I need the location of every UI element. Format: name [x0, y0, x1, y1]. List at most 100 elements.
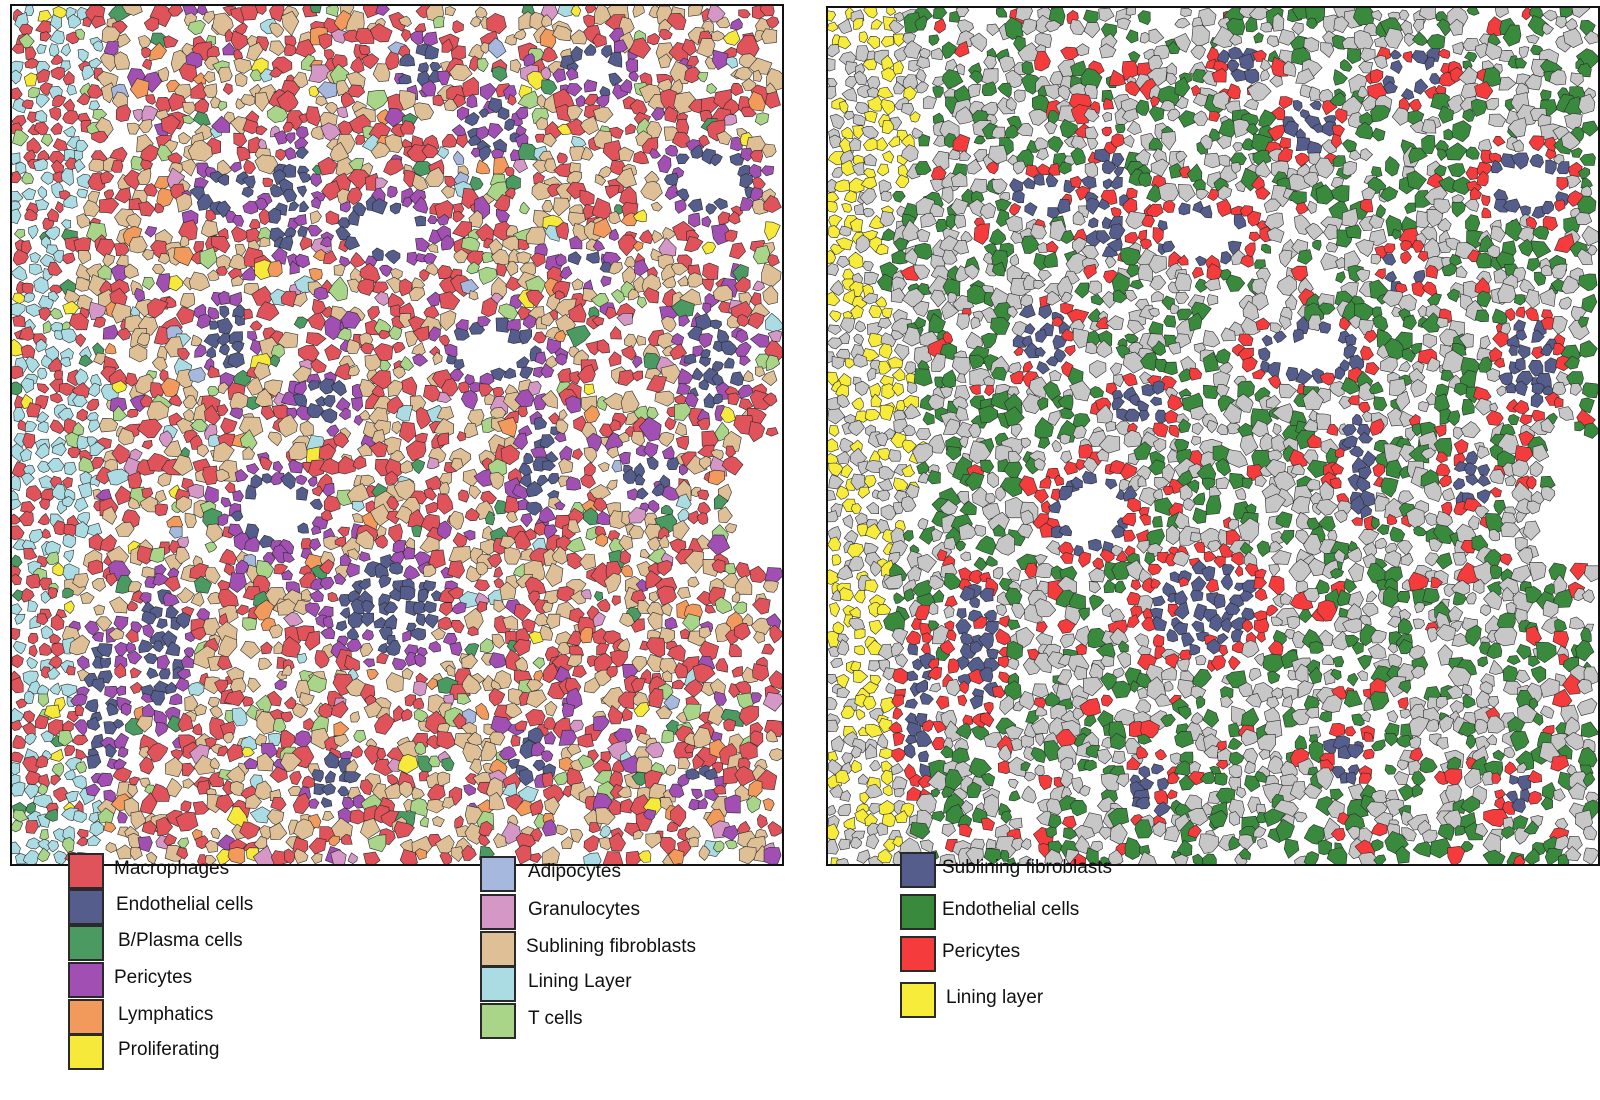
cell-polygon: [1125, 187, 1138, 200]
cell-polygon: [534, 351, 547, 365]
cell-polygon: [1335, 108, 1348, 124]
cell-polygon: [387, 774, 399, 786]
cell-polygon: [1353, 29, 1374, 50]
cell-polygon: [1267, 124, 1285, 142]
cell-polygon: [893, 81, 906, 95]
cell-polygon: [65, 665, 76, 676]
cell-polygon: [632, 6, 645, 18]
cell-polygon: [1022, 360, 1034, 373]
cell-polygon: [478, 820, 493, 837]
cell-polygon: [989, 228, 1007, 246]
cell-polygon: [364, 354, 383, 374]
cell-polygon: [1248, 231, 1262, 242]
cell-polygon: [1457, 65, 1478, 85]
cell-polygon: [305, 602, 321, 618]
cell-polygon: [504, 167, 515, 178]
cell-polygon: [207, 365, 220, 379]
cell-polygon: [901, 102, 915, 116]
cell-polygon: [391, 657, 407, 671]
cell-polygon: [320, 408, 338, 424]
cell-polygon: [361, 53, 380, 70]
cell-polygon: [163, 833, 177, 846]
cell-polygon: [1372, 463, 1386, 478]
cell-polygon: [637, 296, 648, 309]
cell-polygon: [299, 200, 310, 212]
cell-polygon: [681, 38, 697, 57]
cell-polygon: [383, 158, 405, 176]
cell-polygon: [1117, 17, 1131, 31]
cell-polygon: [956, 313, 970, 331]
cell-polygon: [437, 70, 451, 86]
cell-polygon: [460, 279, 480, 295]
cell-polygon: [643, 441, 659, 459]
cell-polygon: [49, 307, 64, 320]
cell-polygon: [621, 345, 637, 361]
cell-polygon: [1034, 32, 1052, 49]
cell-polygon: [1470, 98, 1488, 117]
cell-polygon: [62, 587, 74, 599]
cell-polygon: [115, 521, 135, 537]
cell-polygon: [1340, 59, 1353, 72]
cell-polygon: [762, 284, 779, 305]
cell-polygon: [1370, 254, 1382, 265]
cell-polygon: [876, 273, 893, 293]
cell-polygon: [12, 627, 21, 641]
cell-polygon: [114, 662, 127, 679]
cell-polygon: [1175, 291, 1190, 305]
cell-polygon: [543, 589, 559, 605]
cell-polygon: [234, 243, 247, 257]
cell-polygon: [449, 641, 463, 657]
cell-polygon: [347, 548, 360, 561]
cell-polygon: [654, 513, 678, 536]
cell-polygon: [675, 153, 690, 165]
cell-polygon: [688, 798, 701, 811]
cell-polygon: [152, 640, 164, 653]
cell-polygon: [64, 289, 81, 306]
cell-polygon: [1059, 118, 1079, 139]
cell-polygon: [513, 28, 527, 41]
cell-polygon: [175, 495, 193, 513]
cell-polygon: [349, 711, 360, 723]
cell-polygon: [175, 192, 193, 213]
cell-polygon: [1105, 421, 1117, 432]
cell-polygon: [919, 47, 931, 60]
cell-polygon: [828, 58, 836, 72]
cell-polygon: [514, 720, 528, 731]
cell-polygon: [320, 627, 336, 640]
cell-polygon: [92, 40, 104, 52]
cell-polygon: [1498, 372, 1513, 386]
cell-polygon: [105, 842, 118, 854]
cell-polygon: [1355, 121, 1374, 140]
cell-polygon: [1081, 175, 1097, 189]
cell-polygon: [149, 42, 168, 62]
cell-polygon: [1558, 406, 1574, 421]
cell-polygon: [218, 66, 233, 83]
cell-polygon: [410, 458, 426, 475]
cell-polygon: [113, 732, 129, 750]
cell-polygon: [1545, 148, 1557, 160]
cell-polygon: [415, 613, 426, 627]
cell-polygon: [1004, 16, 1024, 40]
cell-polygon: [514, 389, 535, 409]
cell-polygon: [204, 404, 221, 426]
cell-polygon: [843, 190, 858, 204]
cell-polygon: [259, 68, 274, 83]
cell-polygon: [860, 176, 878, 190]
cell-polygon: [688, 6, 704, 17]
cell-polygon: [941, 186, 954, 204]
cell-polygon: [732, 601, 748, 614]
cell-polygon: [701, 241, 717, 255]
cell-polygon: [828, 151, 846, 166]
cell-polygon: [393, 821, 415, 839]
cell-polygon: [1308, 86, 1323, 102]
cell-polygon: [205, 523, 223, 543]
cell-polygon: [916, 228, 931, 242]
cell-polygon: [567, 211, 586, 226]
cell-polygon: [580, 474, 596, 489]
cell-polygon: [181, 655, 195, 668]
cell-polygon: [165, 604, 180, 620]
cell-polygon: [268, 207, 281, 224]
cell-polygon: [49, 14, 63, 31]
cell-polygon: [405, 440, 427, 462]
cell-polygon: [346, 187, 363, 206]
